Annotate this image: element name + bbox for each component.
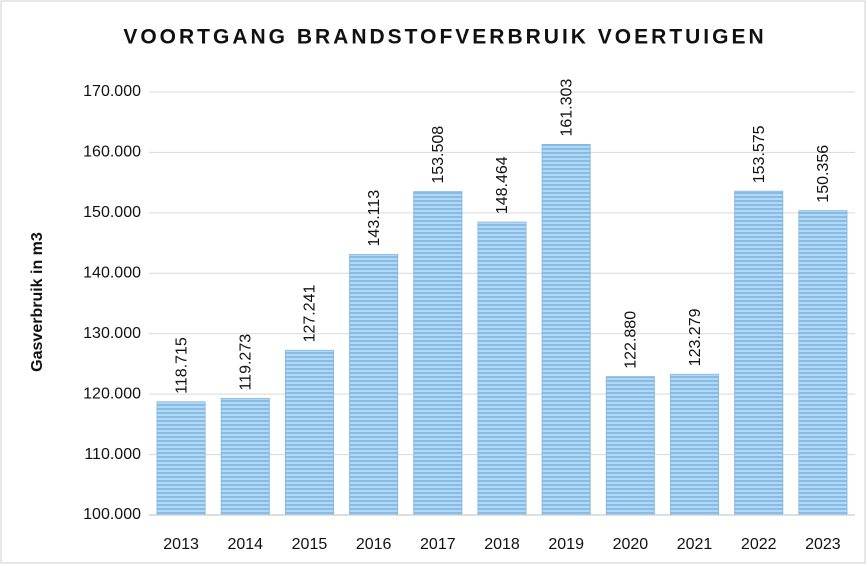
bar (220, 398, 270, 516)
x-tick-label: 2016 (356, 536, 392, 553)
bar (541, 144, 591, 516)
data-label: 148.464 (494, 156, 511, 214)
x-tick-label: 2019 (548, 536, 584, 553)
y-tick-label: 170.000 (83, 83, 141, 100)
bar-texture (221, 398, 270, 515)
data-label: 150.356 (815, 145, 832, 203)
bar (284, 349, 334, 516)
y-tick-label: 100.000 (83, 506, 141, 523)
data-label: 118.715 (173, 337, 190, 394)
data-label: 123.279 (687, 308, 704, 366)
bar (477, 221, 527, 516)
data-label: 143.113 (366, 190, 383, 247)
x-tick-label: 2014 (227, 536, 263, 553)
bar (349, 253, 399, 516)
y-tick-label: 150.000 (83, 204, 141, 221)
y-tick-label: 110.000 (84, 446, 141, 463)
x-tick-label: 2021 (677, 536, 713, 553)
bar-texture (670, 374, 719, 515)
x-tick-label: 2023 (805, 536, 841, 553)
bar (734, 190, 784, 516)
bar-texture (798, 210, 847, 516)
data-label: 161.303 (558, 79, 575, 137)
y-tick-label: 160.000 (83, 144, 141, 161)
bar-texture (478, 222, 526, 515)
bar (605, 376, 655, 516)
y-tick-label: 140.000 (83, 265, 141, 282)
data-label: 153.575 (751, 125, 768, 183)
bar-texture (349, 254, 398, 515)
bar-texture (606, 376, 655, 515)
bar-texture (157, 401, 206, 515)
x-tick-label: 2022 (741, 536, 777, 553)
x-tick-label: 2020 (613, 536, 649, 553)
bar (798, 210, 848, 516)
bar (670, 373, 720, 516)
bar-texture (734, 191, 783, 516)
bar (413, 191, 463, 516)
y-tick-label: 120.000 (83, 385, 141, 402)
x-tick-label: 2018 (484, 536, 520, 553)
data-label: 127.241 (302, 284, 319, 342)
chart-title: VOORTGANG BRANDSTOFVERBRUIK VOERTUIGEN (123, 26, 766, 49)
bar-texture (285, 350, 334, 515)
bar-texture (542, 144, 591, 515)
data-label: 153.508 (430, 126, 447, 184)
data-label: 122.880 (623, 311, 640, 369)
y-tick-label: 130.000 (83, 325, 141, 342)
data-label: 119.273 (237, 334, 254, 391)
x-tick-label: 2017 (420, 536, 456, 553)
x-tick-label: 2015 (292, 536, 328, 553)
x-tick-label: 2013 (163, 536, 199, 553)
bar (156, 401, 206, 516)
bar-texture (413, 191, 462, 515)
y-axis-label: Gasverbruik in m3 (29, 232, 46, 372)
